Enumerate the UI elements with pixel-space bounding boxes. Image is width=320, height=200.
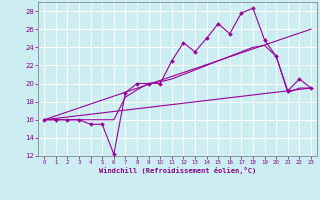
X-axis label: Windchill (Refroidissement éolien,°C): Windchill (Refroidissement éolien,°C) bbox=[99, 167, 256, 174]
